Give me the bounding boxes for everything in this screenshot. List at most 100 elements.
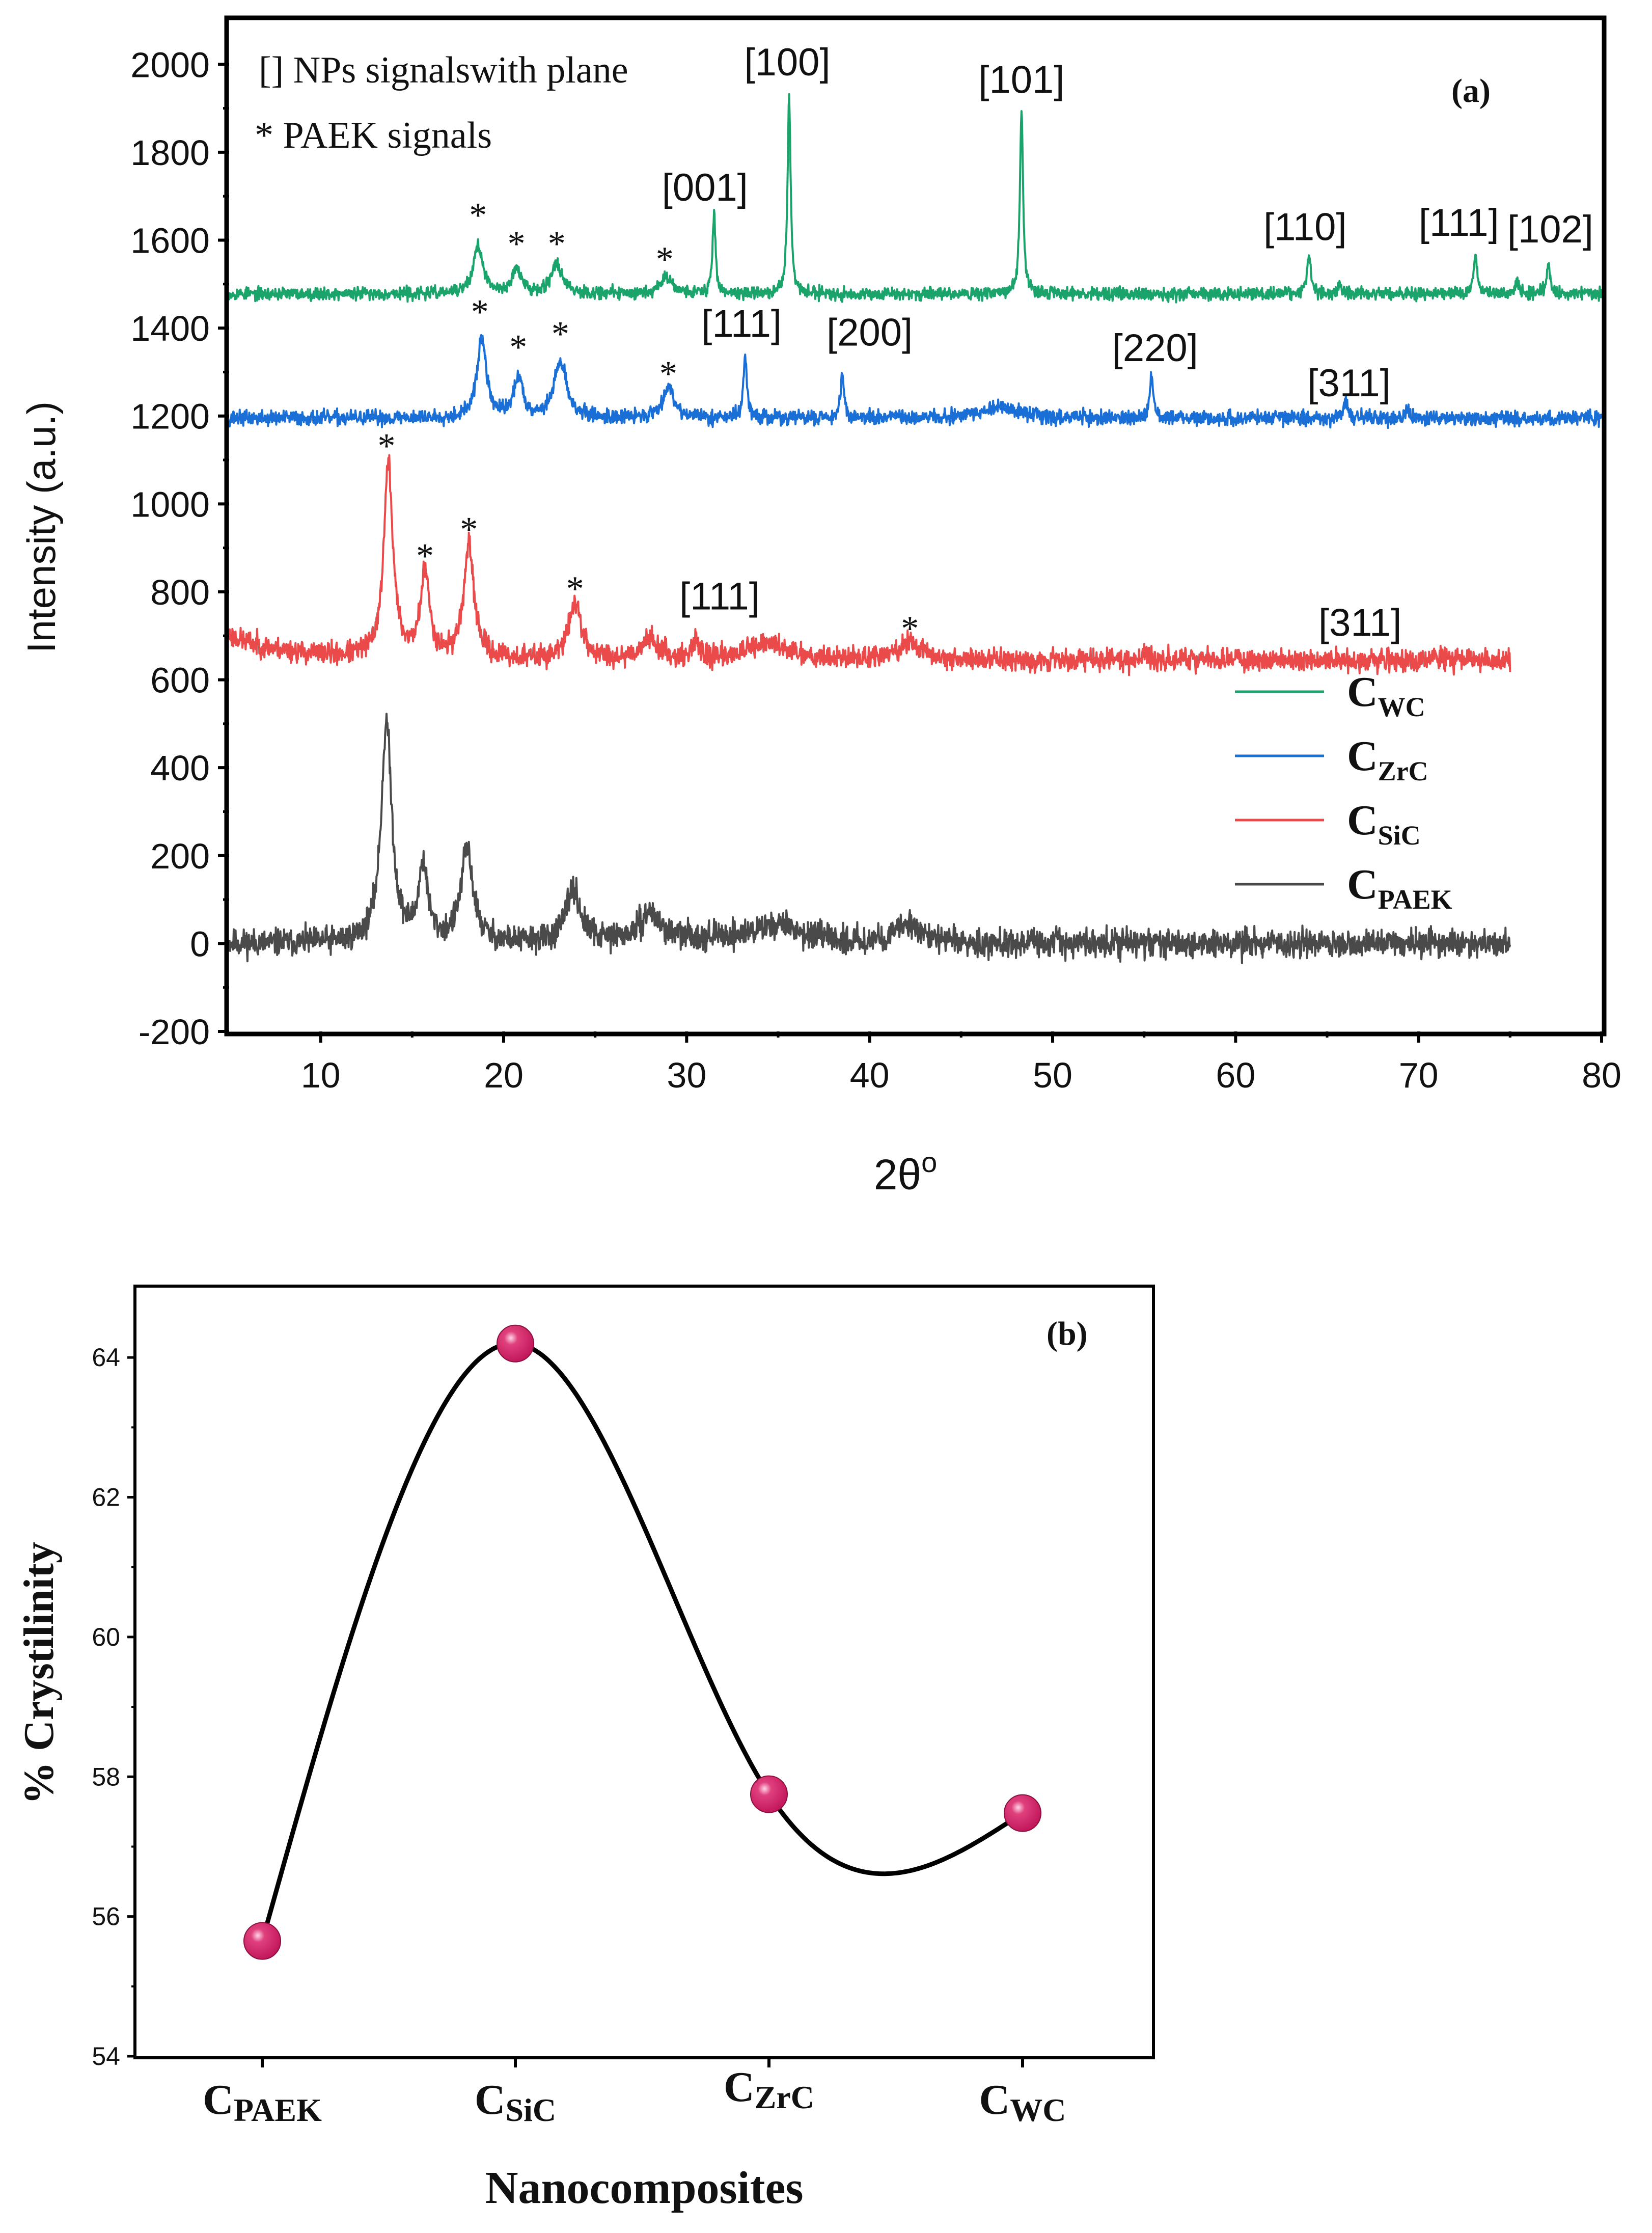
b-x-tick-label-sub: WC	[1010, 2092, 1066, 2128]
b-x-tick-label-sub: ZrC	[755, 2079, 814, 2115]
panel-a-xlabel-main: 2θ	[874, 1151, 921, 1199]
x-tick-label: 60	[1216, 1055, 1255, 1095]
x-tick-label: 80	[1582, 1055, 1621, 1095]
panel-b-plot-frame	[133, 1285, 1155, 2059]
paek-signal-star: *	[460, 510, 478, 550]
b-y-tick-label: 54	[92, 2042, 120, 2071]
b-x-tick-label: CWC	[979, 2076, 1066, 2128]
y-tick-label: 1600	[130, 221, 210, 261]
crystallinity-points	[243, 1324, 1041, 1960]
y-tick-label: -200	[139, 1012, 210, 1052]
crystallinity-point	[750, 1775, 788, 1813]
legend-label-base: C	[1347, 668, 1378, 716]
paek-signal-star: *	[509, 328, 527, 367]
panel-a-xlabel-sup: o	[921, 1146, 937, 1178]
panel-a-key-note-planes: [] NPs signalswith plane	[259, 49, 628, 91]
panel-b-xlabel: Nanocomposites	[485, 2163, 804, 2213]
y-tick-label: 0	[190, 924, 210, 964]
plane-label: [200]	[827, 311, 913, 355]
y-tick-label: 1400	[130, 309, 210, 348]
b-x-tick-label-sub: SiC	[506, 2092, 557, 2128]
legend-label: CSiC	[1347, 797, 1421, 851]
xrd-series-group	[228, 93, 1603, 964]
crystallinity-point	[243, 1922, 281, 1960]
legend-label: CZrC	[1347, 732, 1428, 786]
plane-label: [111]	[701, 302, 782, 345]
plane-label: [102]	[1507, 208, 1593, 251]
plane-label: [311]	[1318, 601, 1401, 644]
paek-signal-star: *	[552, 315, 569, 354]
b-x-tick-label: CSiC	[475, 2076, 556, 2128]
b-x-tick-label-base: C	[724, 2063, 755, 2111]
y-tick-label: 1800	[130, 133, 210, 173]
paek-signal-star: *	[656, 240, 674, 279]
plane-label: [001]	[662, 166, 748, 209]
legend-label-sub: SiC	[1378, 820, 1421, 851]
y-tick-label: 600	[150, 661, 210, 700]
b-x-tick-label: CPAEK	[203, 2076, 322, 2128]
paek-signal-star: *	[416, 536, 434, 576]
series-line-csic	[228, 454, 1511, 676]
paek-signal-star: *	[659, 354, 677, 393]
legend-label: CPAEK	[1347, 861, 1452, 915]
x-tick-label: 40	[850, 1055, 890, 1095]
panel-b-ylabel: % Crystilinity	[15, 1542, 63, 1805]
y-tick-label: 200	[150, 836, 210, 876]
panel-b-y-ticks: 54 56 58 60 62 64	[92, 1343, 136, 2071]
x-tick-label: 10	[301, 1055, 341, 1095]
legend-label-base: C	[1347, 797, 1378, 844]
b-y-tick-label: 60	[92, 1623, 120, 1651]
panel-a-label: (a)	[1451, 72, 1491, 110]
series-line-cwc	[228, 93, 1603, 304]
b-x-tick-label-base: C	[203, 2076, 234, 2123]
x-tick-label: 30	[667, 1055, 706, 1095]
legend-label-sub: PAEK	[1378, 884, 1452, 915]
plane-label: [311]	[1307, 362, 1390, 405]
x-tick-label: 20	[484, 1055, 524, 1095]
crystallinity-point	[497, 1324, 534, 1363]
plane-label: [111]	[679, 575, 760, 618]
plane-label: [110]	[1263, 206, 1346, 249]
panel-a-ylabel: Intensity (a.u.)	[19, 401, 64, 653]
series-line-czrc	[228, 334, 1603, 429]
panel-a-xrd-chart: 10 20 30 40 50 60 70 80 -200 0 200 400 600 800 1000 12…	[19, 15, 1621, 1199]
b-y-tick-label: 56	[92, 1902, 120, 1931]
panel-a-y-ticks: -200 0 200 400 600 800 1000 1200 1400 1600 1800 200…	[130, 45, 229, 1052]
panel-a-key-note-stars: * PAEK signals	[255, 115, 492, 156]
y-tick-label: 400	[150, 748, 210, 788]
y-tick-label: 1000	[130, 484, 210, 524]
legend-label-base: C	[1347, 732, 1378, 780]
crystallinity-curve	[260, 1341, 1025, 1944]
b-x-tick-label: CZrC	[724, 2063, 814, 2115]
y-tick-label: 2000	[130, 45, 210, 85]
b-x-tick-label-sub: PAEK	[234, 2092, 322, 2128]
paek-signal-star: *	[378, 427, 396, 466]
b-y-tick-label: 64	[92, 1343, 120, 1372]
plane-label: [101]	[978, 58, 1064, 101]
b-y-tick-label: 58	[92, 1762, 120, 1791]
paek-signal-star: *	[548, 225, 566, 264]
x-tick-label: 50	[1033, 1055, 1072, 1095]
panel-a-annotations: [001] [100] [101] [110] [111] [102] [111] [200]…	[378, 41, 1593, 648]
legend-label-sub: WC	[1378, 692, 1425, 722]
legend-label-sub: ZrC	[1378, 756, 1428, 786]
paek-signal-star: *	[901, 609, 919, 648]
panel-b-label: (b)	[1047, 1315, 1088, 1352]
legend-label: CWC	[1347, 668, 1425, 722]
paek-signal-star: *	[471, 293, 489, 332]
plane-label: [220]	[1112, 326, 1198, 370]
panel-a-plot-frame	[224, 15, 1607, 1037]
panel-b-x-ticks: CPAEK CSiC CZrC CWC	[203, 2056, 1066, 2128]
panel-a-xlabel: 2θo	[874, 1146, 938, 1199]
legend-label-base: C	[1347, 861, 1378, 908]
b-x-tick-label-base: C	[979, 2076, 1010, 2123]
x-tick-label: 70	[1399, 1055, 1439, 1095]
paek-signal-star: *	[566, 569, 584, 609]
y-tick-label: 1200	[130, 397, 210, 437]
b-y-tick-label: 62	[92, 1483, 120, 1512]
plane-label: [100]	[744, 41, 830, 84]
